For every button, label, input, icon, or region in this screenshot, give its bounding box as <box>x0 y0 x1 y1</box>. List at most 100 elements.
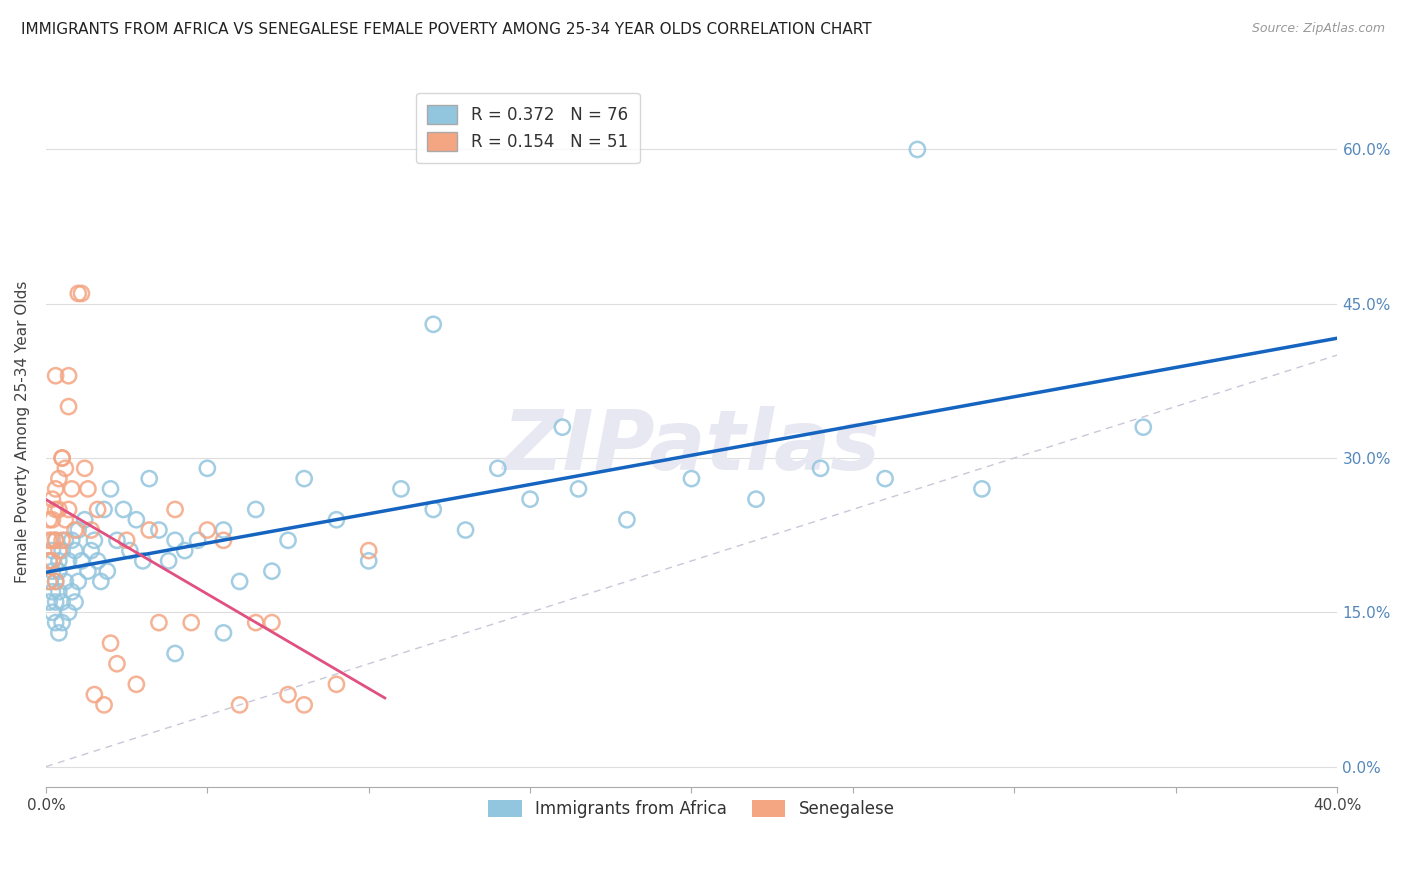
Point <box>157 554 180 568</box>
Point <box>212 533 235 548</box>
Legend: Immigrants from Africa, Senegalese: Immigrants from Africa, Senegalese <box>482 794 901 825</box>
Point <box>486 461 509 475</box>
Point <box>810 461 832 475</box>
Point <box>422 502 444 516</box>
Point <box>212 626 235 640</box>
Point <box>357 554 380 568</box>
Point <box>422 318 444 332</box>
Point <box>51 450 73 465</box>
Point <box>292 472 315 486</box>
Point <box>41 513 63 527</box>
Point <box>63 523 86 537</box>
Point <box>165 533 187 548</box>
Point <box>45 615 67 630</box>
Point <box>745 492 768 507</box>
Point <box>48 584 70 599</box>
Point <box>90 574 112 589</box>
Point <box>970 482 993 496</box>
Point <box>77 564 100 578</box>
Point <box>357 543 380 558</box>
Point <box>58 605 80 619</box>
Point <box>41 543 63 558</box>
Point <box>80 543 103 558</box>
Point <box>165 647 187 661</box>
Point <box>45 574 67 589</box>
Point <box>277 688 299 702</box>
Point <box>83 688 105 702</box>
Point <box>73 513 96 527</box>
Point <box>325 513 347 527</box>
Point <box>125 677 148 691</box>
Point <box>41 554 63 568</box>
Point <box>100 482 122 496</box>
Point <box>41 605 63 619</box>
Point <box>48 472 70 486</box>
Point <box>48 626 70 640</box>
Point <box>105 657 128 671</box>
Point <box>60 584 83 599</box>
Point <box>60 482 83 496</box>
Point <box>228 698 250 712</box>
Point <box>41 492 63 507</box>
Point <box>41 564 63 578</box>
Point <box>1132 420 1154 434</box>
Point <box>245 502 267 516</box>
Point <box>48 502 70 516</box>
Point <box>53 513 76 527</box>
Point <box>138 523 160 537</box>
Point <box>875 472 897 486</box>
Point <box>63 595 86 609</box>
Point <box>567 482 589 496</box>
Point <box>93 502 115 516</box>
Point <box>53 533 76 548</box>
Point <box>86 502 108 516</box>
Point <box>38 595 60 609</box>
Point <box>118 543 141 558</box>
Point <box>38 574 60 589</box>
Point <box>45 502 67 516</box>
Point <box>100 636 122 650</box>
Point <box>551 420 574 434</box>
Point <box>112 502 135 516</box>
Point <box>63 543 86 558</box>
Point <box>325 677 347 691</box>
Point <box>187 533 209 548</box>
Point <box>45 368 67 383</box>
Point <box>53 461 76 475</box>
Point <box>38 574 60 589</box>
Point <box>45 482 67 496</box>
Point <box>51 595 73 609</box>
Point <box>180 615 202 630</box>
Point <box>67 286 90 301</box>
Point <box>905 143 928 157</box>
Point <box>96 564 118 578</box>
Point <box>45 533 67 548</box>
Point <box>260 564 283 578</box>
Point <box>115 533 138 548</box>
Point <box>212 523 235 537</box>
Point <box>41 584 63 599</box>
Point <box>58 400 80 414</box>
Point <box>681 472 703 486</box>
Point <box>41 533 63 548</box>
Point <box>60 533 83 548</box>
Point <box>38 554 60 568</box>
Point <box>51 543 73 558</box>
Point <box>45 574 67 589</box>
Point <box>70 554 93 568</box>
Point <box>125 513 148 527</box>
Point <box>77 482 100 496</box>
Point <box>138 472 160 486</box>
Point <box>58 554 80 568</box>
Point <box>58 502 80 516</box>
Point <box>165 502 187 516</box>
Point <box>454 523 477 537</box>
Point <box>51 533 73 548</box>
Point <box>70 286 93 301</box>
Point <box>260 615 283 630</box>
Point <box>38 533 60 548</box>
Point <box>73 461 96 475</box>
Point <box>132 554 155 568</box>
Point <box>228 574 250 589</box>
Point <box>292 698 315 712</box>
